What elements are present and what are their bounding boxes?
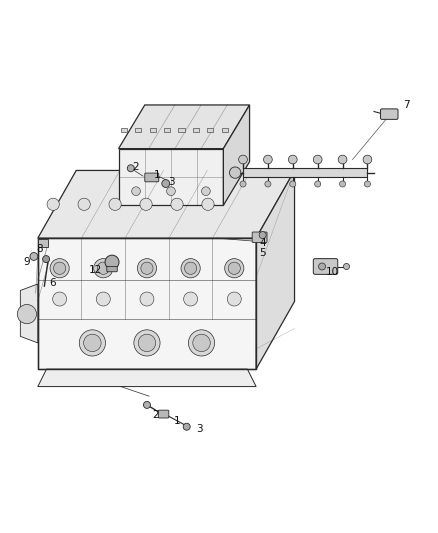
Circle shape: [184, 262, 197, 274]
Circle shape: [138, 259, 156, 278]
Circle shape: [50, 259, 69, 278]
Polygon shape: [20, 284, 38, 343]
Text: 4: 4: [259, 238, 266, 248]
FancyBboxPatch shape: [252, 232, 267, 243]
Circle shape: [202, 198, 214, 211]
Circle shape: [338, 155, 347, 164]
Circle shape: [53, 292, 67, 306]
Circle shape: [225, 259, 244, 278]
Text: 3: 3: [196, 424, 203, 434]
Circle shape: [240, 181, 246, 187]
Circle shape: [96, 292, 110, 306]
Circle shape: [313, 155, 322, 164]
Bar: [207, 128, 213, 133]
Circle shape: [42, 256, 49, 263]
Circle shape: [264, 155, 272, 164]
Circle shape: [166, 187, 175, 196]
Circle shape: [134, 330, 160, 356]
Circle shape: [162, 180, 170, 188]
Circle shape: [259, 231, 266, 239]
Circle shape: [230, 167, 241, 179]
Polygon shape: [223, 105, 250, 205]
Polygon shape: [38, 238, 256, 369]
Text: 7: 7: [403, 100, 410, 110]
Circle shape: [79, 330, 106, 356]
Polygon shape: [38, 171, 294, 238]
Circle shape: [84, 334, 101, 352]
Polygon shape: [119, 149, 223, 205]
Circle shape: [141, 262, 153, 274]
FancyBboxPatch shape: [313, 259, 338, 274]
Circle shape: [193, 334, 210, 352]
Text: 8: 8: [37, 244, 43, 254]
Polygon shape: [256, 171, 294, 369]
Text: 5: 5: [259, 248, 266, 259]
Text: 1: 1: [174, 416, 181, 426]
Text: 2: 2: [133, 162, 139, 172]
Circle shape: [227, 292, 241, 306]
Circle shape: [183, 423, 190, 430]
Text: 1: 1: [154, 170, 160, 180]
Text: 12: 12: [89, 265, 102, 275]
Circle shape: [140, 292, 154, 306]
Circle shape: [132, 187, 141, 196]
FancyBboxPatch shape: [158, 410, 169, 418]
Bar: [193, 128, 199, 133]
Polygon shape: [38, 369, 256, 386]
Text: 3: 3: [168, 177, 174, 187]
Circle shape: [188, 330, 215, 356]
Text: 6: 6: [49, 278, 56, 288]
FancyBboxPatch shape: [107, 266, 117, 272]
Circle shape: [138, 334, 155, 352]
Circle shape: [239, 155, 247, 164]
Circle shape: [30, 253, 38, 261]
Circle shape: [314, 181, 321, 187]
Polygon shape: [119, 105, 250, 149]
Circle shape: [343, 263, 350, 270]
Bar: [164, 128, 170, 133]
Text: 9: 9: [24, 257, 30, 266]
Bar: [243, 168, 367, 177]
Circle shape: [109, 198, 121, 211]
Bar: [178, 128, 184, 133]
Circle shape: [53, 262, 66, 274]
Circle shape: [339, 181, 346, 187]
Circle shape: [94, 259, 113, 278]
Circle shape: [47, 198, 59, 211]
Circle shape: [228, 262, 240, 274]
FancyBboxPatch shape: [145, 173, 159, 182]
Circle shape: [318, 263, 325, 270]
Circle shape: [201, 187, 210, 196]
Circle shape: [127, 165, 134, 172]
Circle shape: [78, 198, 90, 211]
Circle shape: [184, 292, 198, 306]
Circle shape: [265, 181, 271, 187]
Circle shape: [288, 155, 297, 164]
Bar: [121, 128, 127, 133]
Circle shape: [97, 262, 110, 274]
Text: 10: 10: [326, 266, 339, 277]
Circle shape: [171, 198, 183, 211]
Circle shape: [140, 198, 152, 211]
Circle shape: [363, 155, 372, 164]
Circle shape: [364, 181, 371, 187]
Bar: [150, 128, 155, 133]
Circle shape: [290, 181, 296, 187]
Text: 2: 2: [152, 410, 159, 420]
Bar: [38, 239, 48, 247]
Circle shape: [181, 259, 200, 278]
Bar: [135, 128, 141, 133]
Circle shape: [144, 401, 150, 408]
Circle shape: [105, 255, 119, 269]
FancyBboxPatch shape: [381, 109, 398, 119]
Bar: [222, 128, 228, 133]
Circle shape: [17, 304, 36, 324]
